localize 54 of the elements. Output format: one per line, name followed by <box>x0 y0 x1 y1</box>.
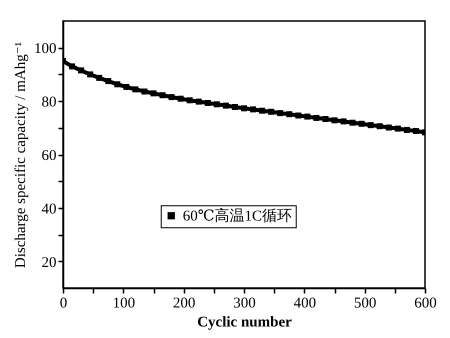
point <box>160 92 166 98</box>
point <box>368 122 374 128</box>
legend-label: 60℃高温1C循环 <box>182 208 292 225</box>
y-tick-label: 100 <box>34 41 56 58</box>
point <box>313 114 320 121</box>
point <box>69 63 76 70</box>
point <box>87 71 94 78</box>
point <box>286 111 292 118</box>
x-tick-label: 300 <box>233 296 256 312</box>
x-tick-label: 200 <box>172 296 196 312</box>
point <box>277 110 284 116</box>
x-tick-label: 600 <box>414 296 437 312</box>
point <box>386 124 392 131</box>
point <box>358 120 365 127</box>
point <box>186 97 193 104</box>
point <box>340 118 347 124</box>
y-tick-label: 20 <box>42 254 56 271</box>
point <box>204 100 211 106</box>
x-tick-label: 500 <box>354 296 376 312</box>
point <box>105 78 112 84</box>
point <box>150 90 156 96</box>
y-tick-label: 40 <box>42 201 56 218</box>
point <box>332 117 338 124</box>
point <box>394 126 401 132</box>
point <box>214 101 220 108</box>
y-axis-title: Discharge specific capacity / mAhg⁻¹ <box>13 42 29 268</box>
point <box>78 67 84 74</box>
point <box>376 123 383 130</box>
x-tick-label: 100 <box>112 296 136 312</box>
point <box>114 81 120 88</box>
point <box>196 98 202 105</box>
point <box>259 108 266 114</box>
point <box>96 74 102 81</box>
x-tick-label: 400 <box>294 296 316 312</box>
point <box>178 96 184 102</box>
point <box>268 108 274 115</box>
point <box>168 94 175 100</box>
point <box>232 104 238 110</box>
point <box>241 105 247 112</box>
point <box>132 86 138 92</box>
x-tick-label: 0 <box>60 296 68 312</box>
point <box>322 116 328 122</box>
point <box>123 84 130 90</box>
point <box>222 102 229 109</box>
point <box>295 112 302 119</box>
point <box>304 114 310 120</box>
point <box>350 120 356 126</box>
x-axis-title: Cyclic number <box>197 314 292 330</box>
y-tick-label: 60 <box>42 148 56 164</box>
point <box>412 128 419 134</box>
y-tick-label: 80 <box>42 94 56 111</box>
point <box>250 106 256 112</box>
point <box>404 126 410 133</box>
point <box>141 88 148 94</box>
